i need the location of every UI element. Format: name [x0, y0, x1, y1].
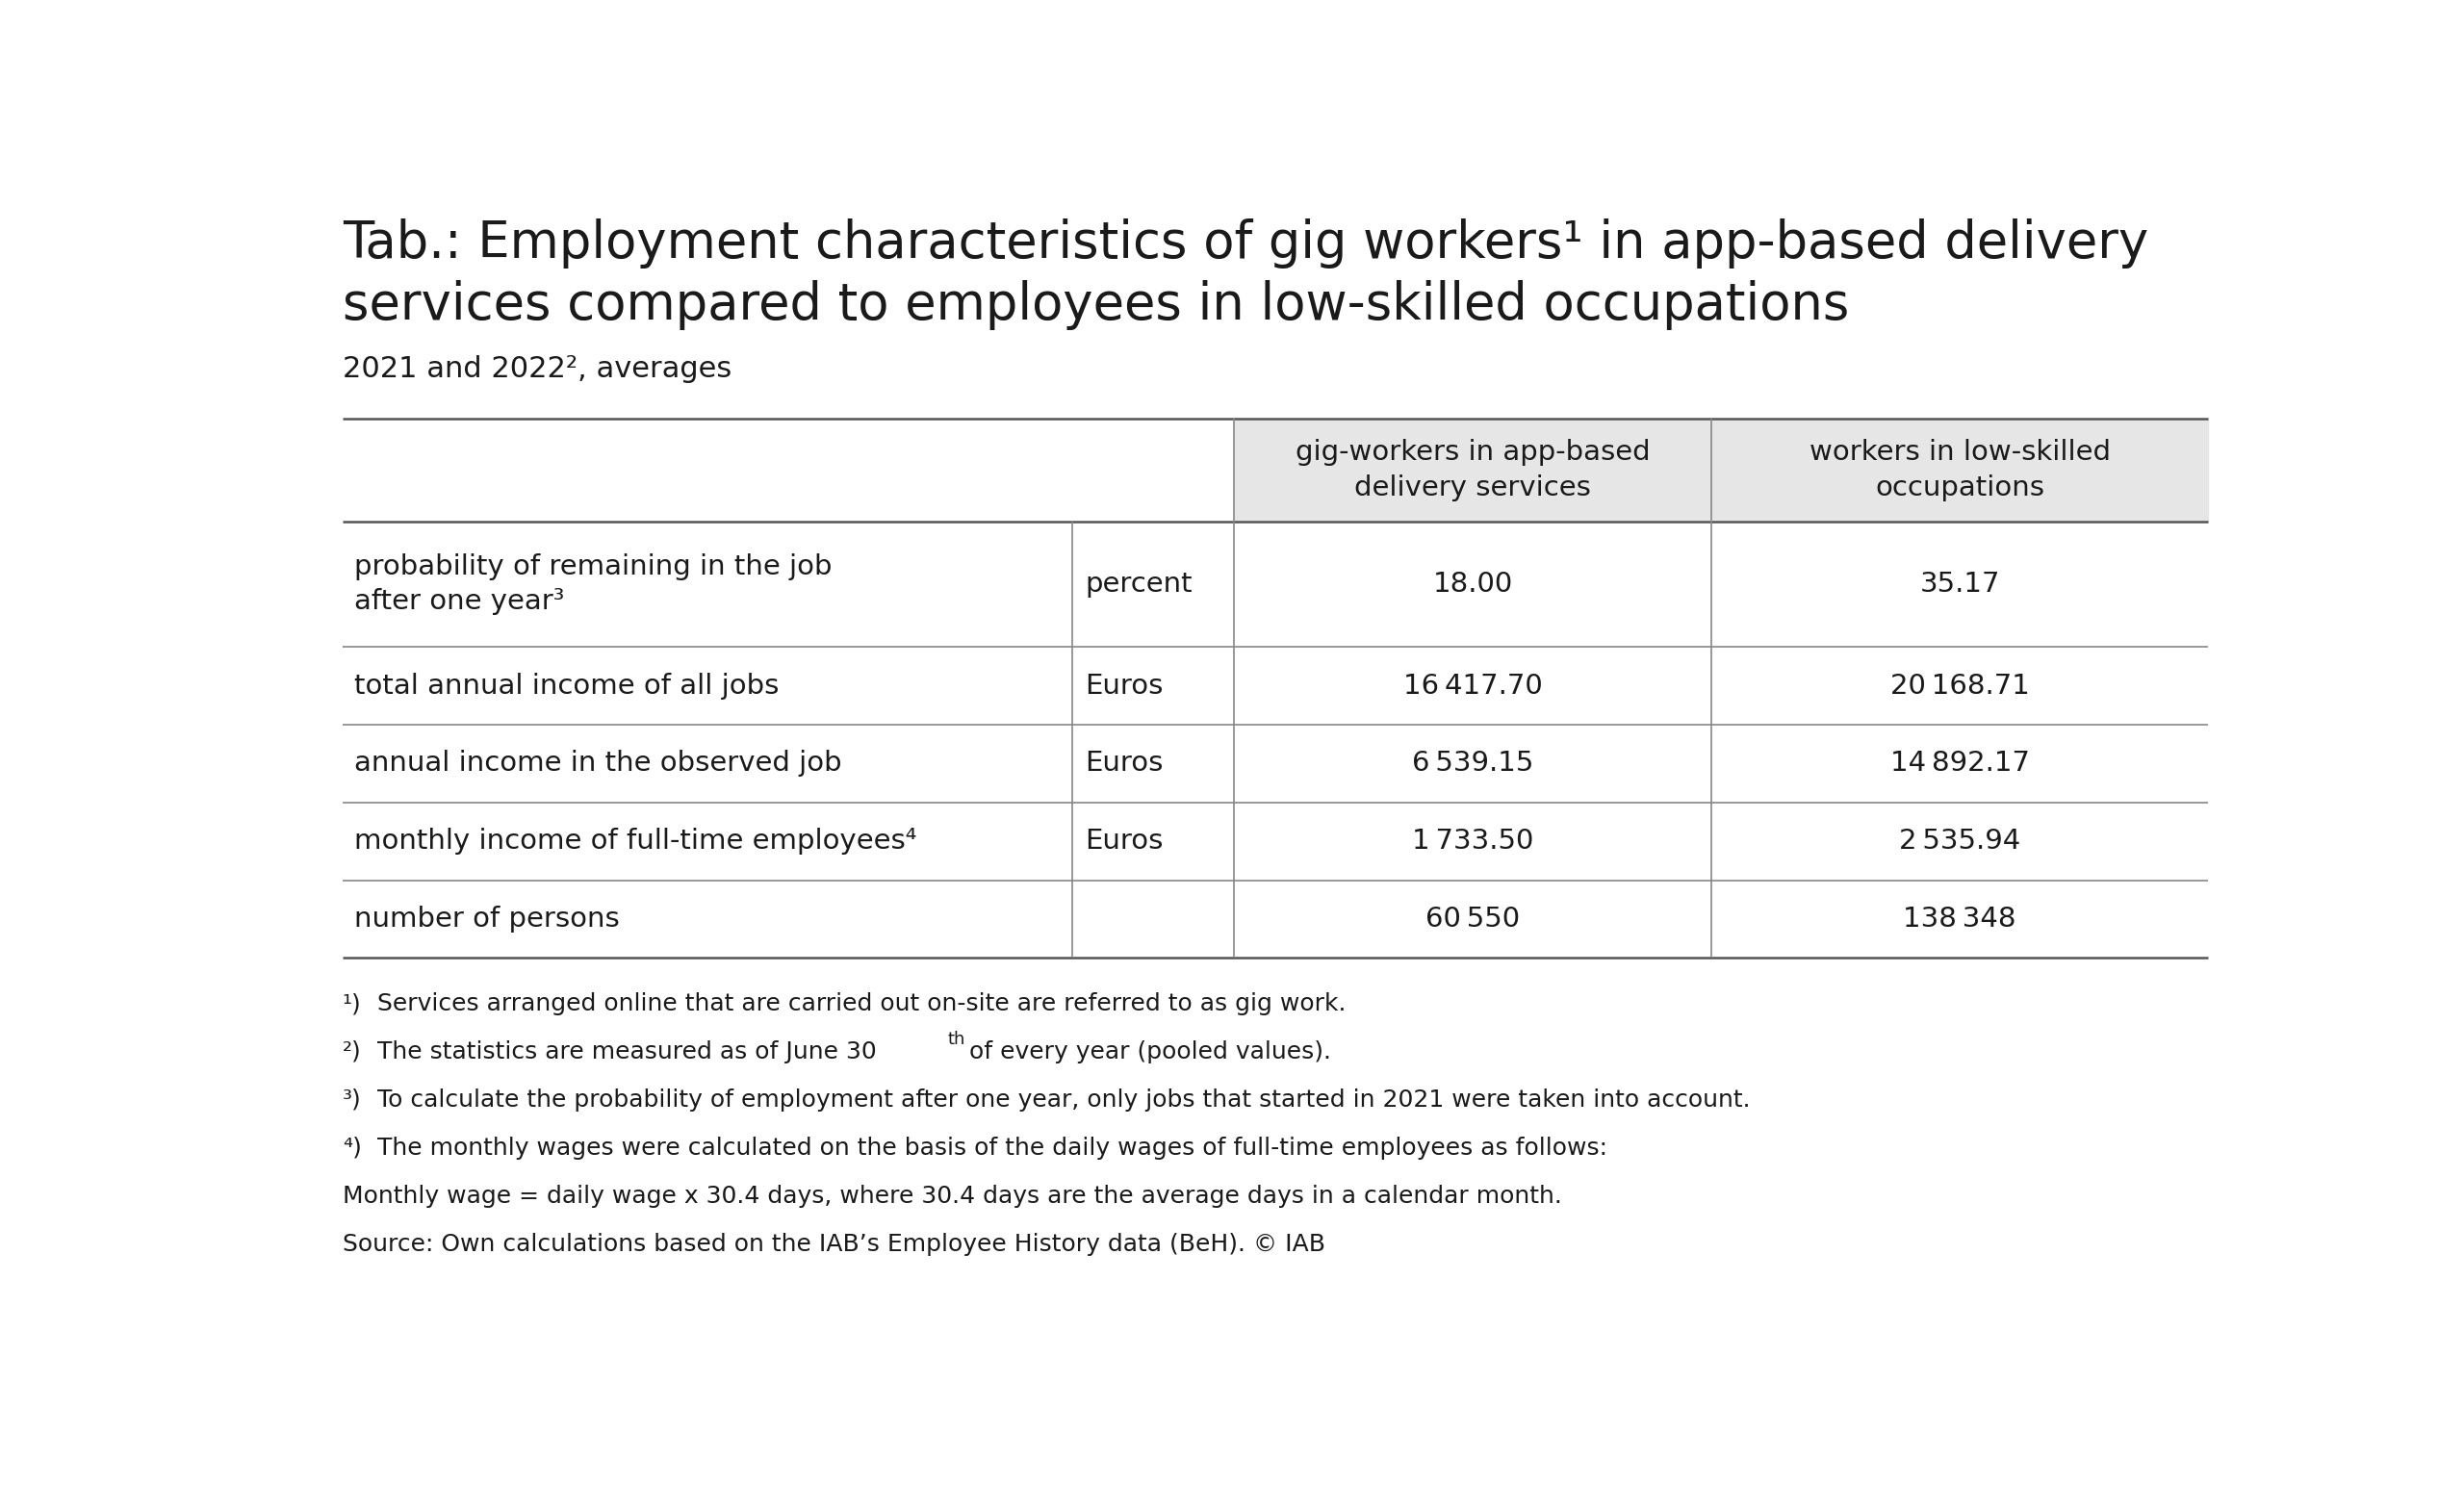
Text: 20 168.71: 20 168.71: [1890, 673, 2030, 699]
Text: The statistics are measured as of June 30: The statistics are measured as of June 3…: [370, 1041, 877, 1063]
Bar: [1712, 419, 2208, 521]
Text: 18.00: 18.00: [1432, 570, 1513, 597]
Text: monthly income of full-time employees⁴: monthly income of full-time employees⁴: [355, 829, 917, 855]
Text: Euros: Euros: [1084, 750, 1163, 777]
Text: ²): ²): [342, 1041, 362, 1063]
Text: ⁴): ⁴): [342, 1136, 362, 1160]
Text: probability of remaining in the job
after one year³: probability of remaining in the job afte…: [355, 554, 833, 615]
Text: Tab.: Employment characteristics of gig workers¹ in app-based delivery
services : Tab.: Employment characteristics of gig …: [342, 218, 2149, 330]
Text: 16 417.70: 16 417.70: [1402, 673, 1542, 699]
Text: ³): ³): [342, 1089, 362, 1111]
Text: number of persons: number of persons: [355, 906, 618, 933]
Text: ¹): ¹): [342, 992, 362, 1016]
Text: 35.17: 35.17: [1919, 570, 2001, 597]
Text: total annual income of all jobs: total annual income of all jobs: [355, 673, 779, 699]
Text: 2021 and 2022², averages: 2021 and 2022², averages: [342, 355, 732, 383]
Text: 14 892.17: 14 892.17: [1890, 750, 2030, 777]
Text: 2 535.94: 2 535.94: [1900, 829, 2020, 855]
Text: 60 550: 60 550: [1427, 906, 1520, 933]
Text: Euros: Euros: [1084, 673, 1163, 699]
Text: Euros: Euros: [1084, 829, 1163, 855]
Text: 138 348: 138 348: [1902, 906, 2016, 933]
Text: percent: percent: [1084, 570, 1193, 597]
Bar: [1234, 419, 1712, 521]
Text: workers in low-skilled
occupations: workers in low-skilled occupations: [1809, 438, 2112, 500]
Text: The monthly wages were calculated on the basis of the daily wages of full-time e: The monthly wages were calculated on the…: [370, 1136, 1607, 1160]
Text: To calculate the probability of employment after one year, only jobs that starte: To calculate the probability of employme…: [370, 1089, 1752, 1111]
Text: of every year (pooled values).: of every year (pooled values).: [961, 1041, 1331, 1063]
Text: 1 733.50: 1 733.50: [1412, 829, 1533, 855]
Text: Monthly wage = daily wage x 30.4 days, where 30.4 days are the average days in a: Monthly wage = daily wage x 30.4 days, w…: [342, 1185, 1562, 1207]
Text: Services arranged online that are carried out on-site are referred to as gig wor: Services arranged online that are carrie…: [370, 992, 1345, 1016]
Text: gig-workers in app-based
delivery services: gig-workers in app-based delivery servic…: [1296, 438, 1651, 500]
Text: th: th: [946, 1031, 966, 1048]
Text: annual income in the observed job: annual income in the observed job: [355, 750, 843, 777]
Text: 6 539.15: 6 539.15: [1412, 750, 1533, 777]
Text: Source: Own calculations based on the IAB’s Employee History data (BeH). © IAB: Source: Own calculations based on the IA…: [342, 1233, 1326, 1255]
